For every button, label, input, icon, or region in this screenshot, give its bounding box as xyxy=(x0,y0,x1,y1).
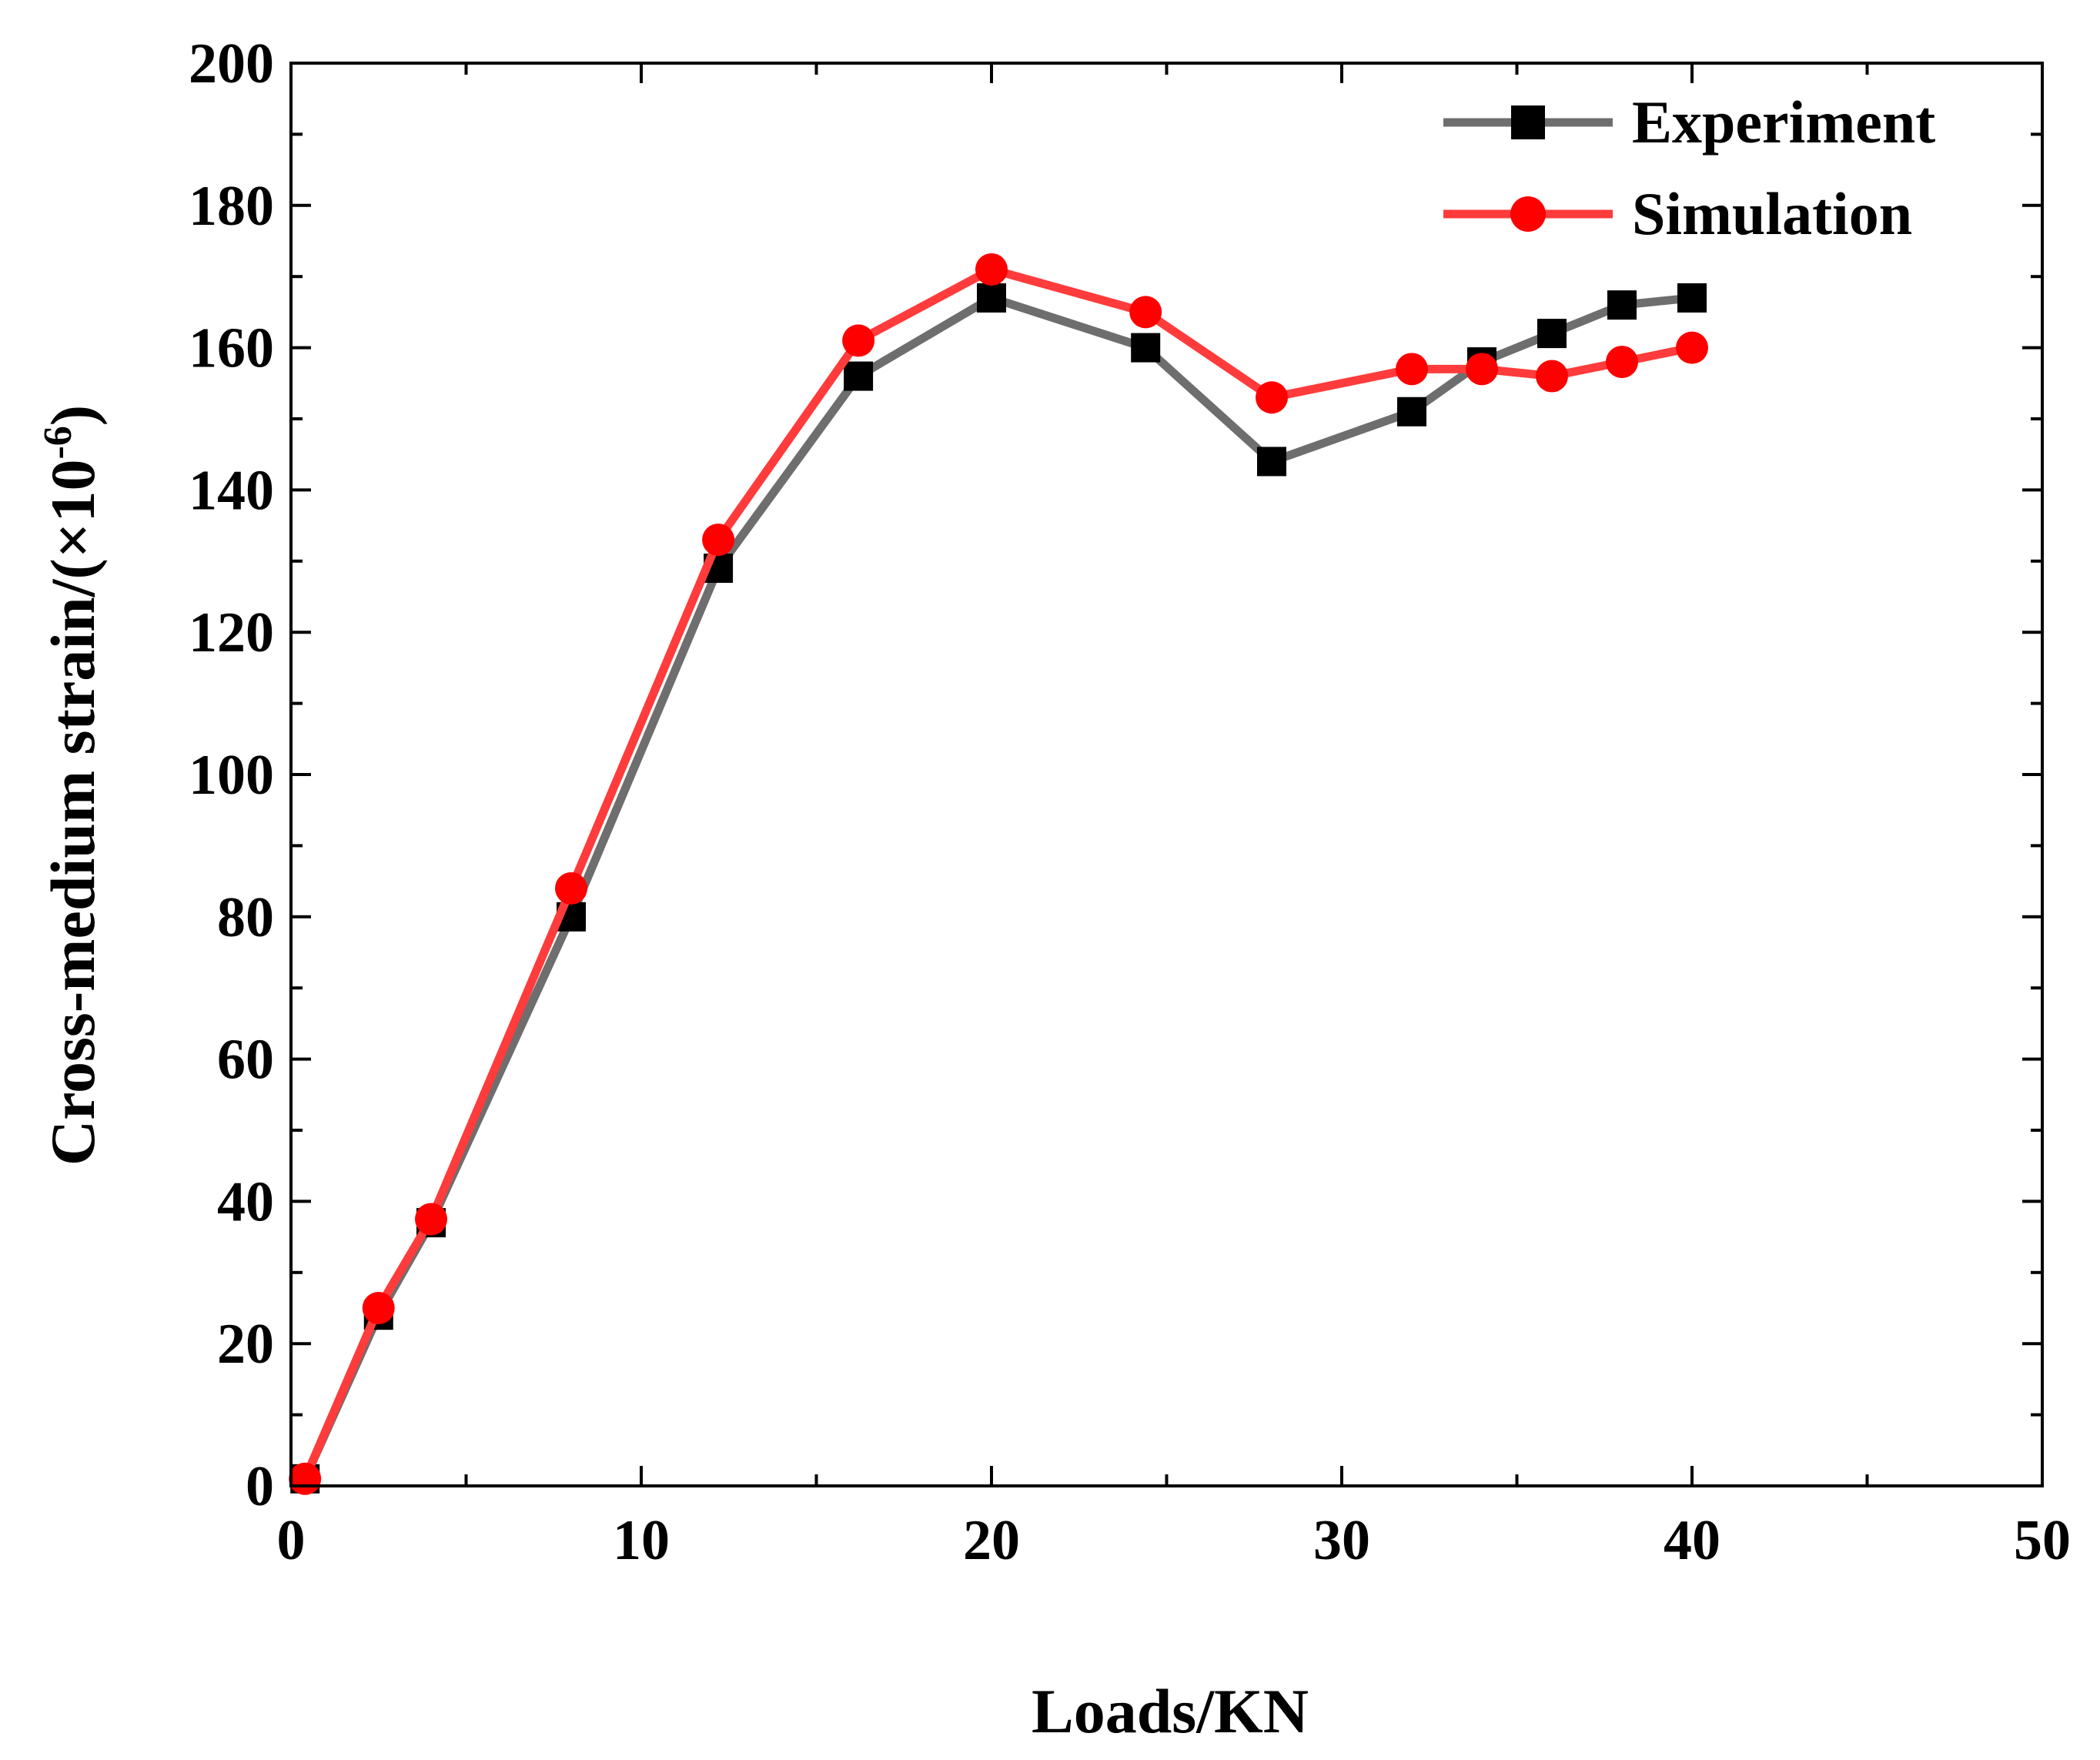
experiment-point xyxy=(1257,447,1286,477)
y-tick-label: 80 xyxy=(217,886,274,949)
y-tick-label: 140 xyxy=(189,459,274,522)
simulation-point xyxy=(842,324,875,357)
y-axis-title: Cross-medium strain/(×10-6) xyxy=(36,405,108,1166)
simulation-point xyxy=(1129,296,1162,329)
plot-frame xyxy=(289,62,2044,1487)
y-tick-label: 20 xyxy=(217,1313,274,1376)
experiment-point xyxy=(1677,283,1707,313)
simulation-point xyxy=(1676,331,1708,364)
simulation-point xyxy=(1396,353,1428,386)
experiment-point xyxy=(977,283,1006,313)
x-tick-label: 10 xyxy=(613,1509,670,1572)
simulation-point xyxy=(362,1292,395,1324)
y-tick-label: 180 xyxy=(189,175,274,238)
x-tick-label: 30 xyxy=(1313,1509,1370,1572)
legend-experiment-marker xyxy=(1511,105,1545,139)
experiment-line xyxy=(300,293,1697,1484)
y-tick-label: 60 xyxy=(217,1029,274,1092)
x-axis-title: Loads/KN xyxy=(1032,1676,1309,1746)
x-tick-label: 40 xyxy=(1664,1509,1720,1572)
simulation-point xyxy=(975,253,1008,286)
simulation-line xyxy=(300,265,1697,1484)
simulation-point xyxy=(1256,381,1288,414)
y-tick-label: 100 xyxy=(189,744,274,807)
simulation-point xyxy=(1536,360,1568,393)
experiment-point xyxy=(844,361,874,391)
y-tick-label: 160 xyxy=(189,317,274,380)
legend-experiment-label: Experiment xyxy=(1632,89,1935,156)
x-tick-label: 0 xyxy=(277,1509,306,1572)
simulation-point xyxy=(1606,346,1638,379)
x-tick-label: 20 xyxy=(963,1509,1020,1572)
legend-simulation-marker xyxy=(1510,196,1546,232)
simulation-point xyxy=(555,872,587,905)
simulation-point xyxy=(1466,353,1498,386)
legend-simulation-label: Simulation xyxy=(1632,180,1912,247)
y-tick-label: 40 xyxy=(217,1170,274,1233)
y-axis-title-close: ) xyxy=(38,405,108,426)
simulation-point xyxy=(702,524,735,557)
series-simulation xyxy=(289,253,1708,1495)
experiment-point xyxy=(1131,333,1161,363)
y-axis-title-main: Cross-medium strain/(×10 xyxy=(38,460,108,1166)
x-tick-labels: 0 10 20 30 40 50 xyxy=(277,1509,2072,1572)
experiment-point xyxy=(1397,397,1426,427)
y-tick-labels: 0 20 40 60 80 100 120 140 160 180 200 xyxy=(189,32,274,1518)
x-tick-label: 50 xyxy=(2014,1509,2071,1572)
simulation-point xyxy=(415,1203,447,1236)
y-tick-label: 120 xyxy=(189,601,274,664)
major-ticks xyxy=(289,62,2044,1487)
y-axis-title-exponent: -6 xyxy=(36,426,80,459)
series-experiment xyxy=(290,283,1707,1494)
legend: Experiment Simulation xyxy=(1443,89,1935,247)
series-layer xyxy=(289,253,1708,1495)
experiment-point xyxy=(1537,319,1567,349)
simulation-point xyxy=(289,1462,322,1495)
y-tick-label: 0 xyxy=(246,1455,274,1518)
experiment-point xyxy=(1607,290,1637,320)
minor-ticks xyxy=(291,63,2042,1486)
y-tick-label: 200 xyxy=(189,32,274,95)
